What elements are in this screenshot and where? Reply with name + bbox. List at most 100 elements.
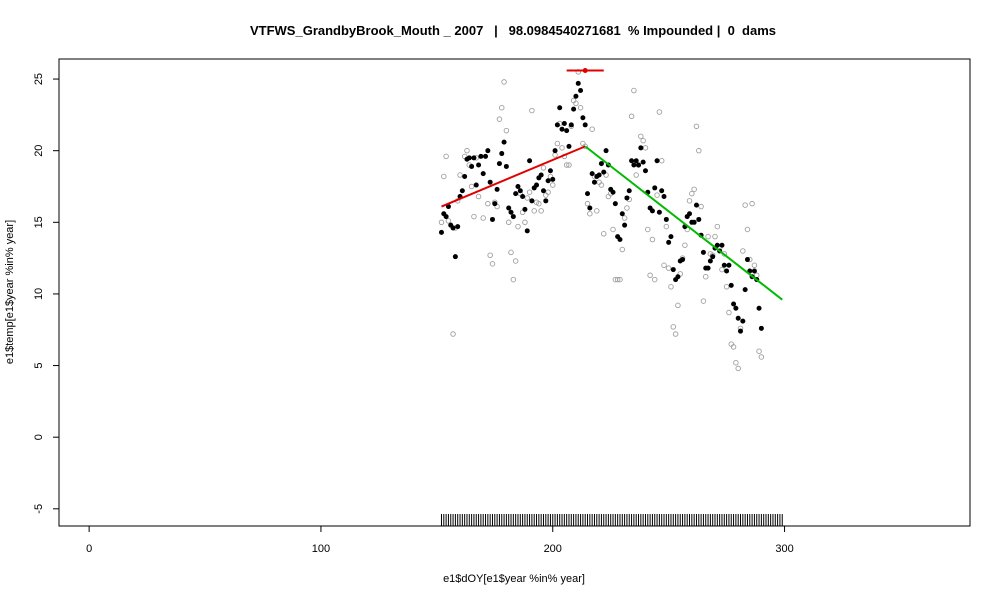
current-point [487,179,493,185]
other-point [640,137,646,144]
other-point [475,193,482,200]
other-point [614,276,621,283]
y-tick-label: 5 [33,362,45,368]
other-point [696,147,702,154]
current-point [603,148,609,154]
other-point [661,262,667,269]
current-point [492,201,498,207]
current-point [550,176,556,182]
current-point [499,151,505,157]
y-tick-label: 25 [33,73,45,85]
other-point [594,208,600,214]
current-point [538,172,544,178]
other-point [714,223,721,230]
current-point [622,222,628,228]
falling-fit-line [584,145,783,301]
current-point [596,172,602,178]
other-point [450,331,456,337]
other-point [621,215,628,221]
y-tick-label: 0 [33,434,45,440]
other-point [503,127,510,134]
current-point [726,262,732,268]
current-point [705,265,711,271]
current-point [601,169,607,175]
current-point [742,287,748,293]
current-point [557,105,563,111]
other-point [686,198,693,204]
current-point [733,305,739,311]
other-point [512,258,519,264]
current-point [443,214,449,220]
other-point [496,116,503,122]
y-tick-label: 10 [33,288,45,300]
current-point [568,122,574,128]
current-point [517,188,523,194]
other-point [631,87,637,94]
current-point [547,168,553,174]
other-point [628,113,635,120]
other-point [742,202,748,208]
current-point [455,224,461,230]
other-point [651,276,658,283]
current-point [714,242,720,248]
other-point [505,219,512,226]
current-point [480,171,486,177]
current-point [566,143,572,149]
other-point [719,266,725,273]
current-point [452,254,458,260]
current-point [585,191,591,197]
x-axis-label: e1$dOY[e1$year %in% year] [443,573,585,585]
other-point [566,162,572,168]
current-point [522,206,528,212]
other-point [712,233,718,240]
current-point [691,219,697,225]
other-point [735,365,741,372]
current-point [471,155,477,161]
other-point [499,104,505,111]
other-point [642,145,649,151]
other-point [438,219,445,226]
other-point [672,331,679,337]
other-point [705,233,711,240]
rising-fit-line [441,145,586,208]
other-point [670,324,677,330]
current-point [575,80,581,86]
current-point [652,185,658,191]
current-point [693,202,699,208]
other-point [508,249,514,256]
other-point [693,123,700,130]
current-point [663,216,669,222]
current-point [680,257,686,263]
current-point [589,171,595,177]
other-point [624,205,630,211]
other-point [619,246,626,253]
current-point [580,115,586,121]
x-tick-label: 0 [86,543,92,555]
x-tick-label: 100 [312,543,330,555]
other-point [471,213,477,220]
other-point [441,173,447,180]
current-point [707,258,713,264]
current-point [554,122,560,128]
other-point [751,262,758,269]
current-point [506,205,512,211]
y-axis-label: e1$temp[e1$year %in% year] [4,220,16,364]
current-point [636,162,642,168]
other-point [610,226,616,233]
other-point [538,208,544,214]
other-point [682,242,688,248]
current-year-points [438,80,764,334]
current-point [719,242,725,248]
current-point [529,198,535,204]
current-point [450,225,456,231]
y-axis: -5 0 5 10 15 20 25 [33,73,59,514]
other-point [649,236,656,243]
current-point [598,161,604,167]
other-point [698,203,704,210]
current-point [666,239,672,245]
other-point [663,223,670,230]
current-point [756,305,762,311]
other-point [587,210,593,217]
current-point [520,194,526,200]
